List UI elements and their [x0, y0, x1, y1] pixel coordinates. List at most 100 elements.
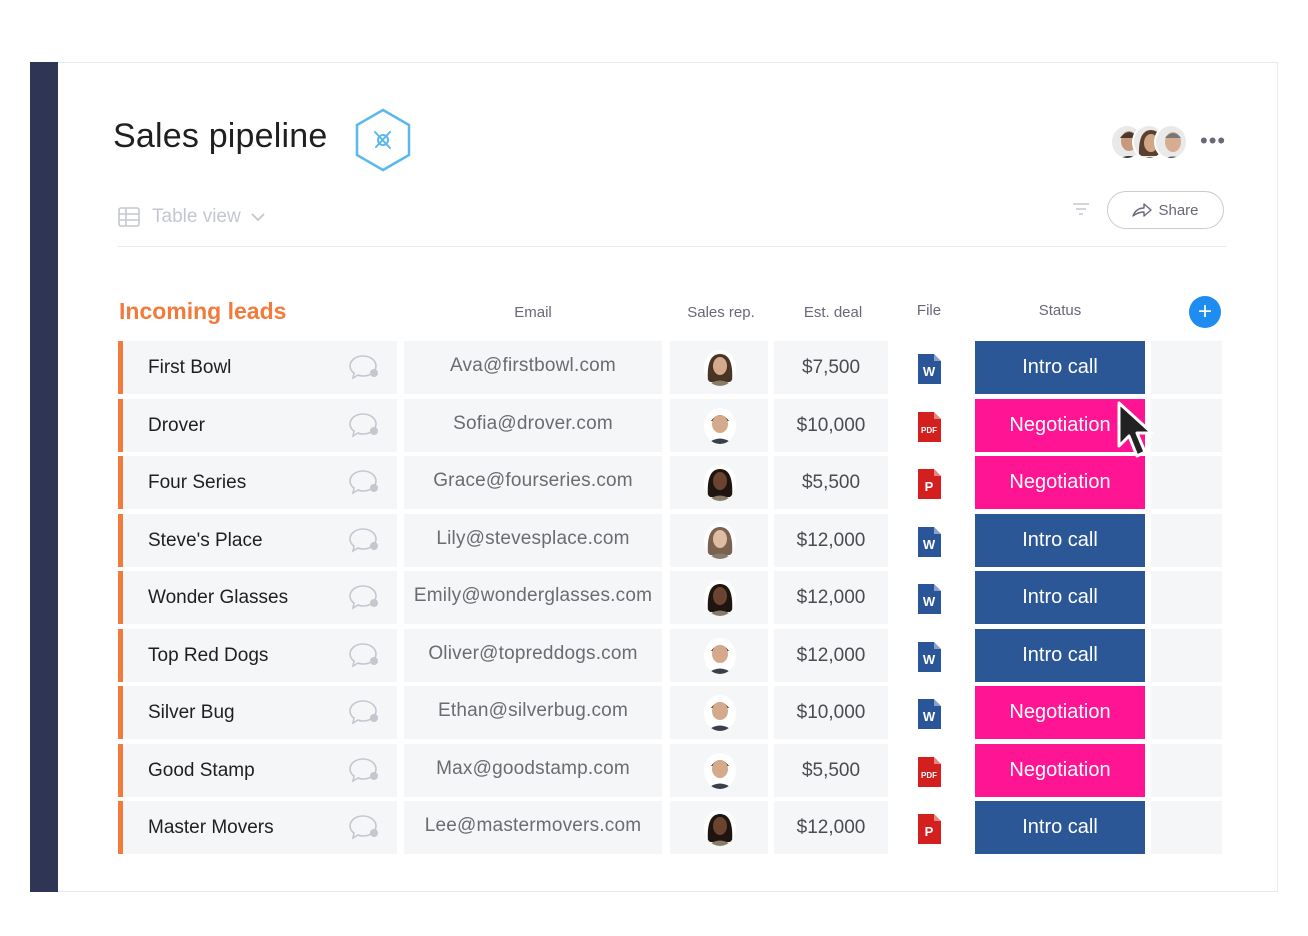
table-row[interactable]: Good Stamp Max@goodstamp.com $5,500 PDF … — [118, 743, 1222, 797]
status-label[interactable]: Negotiation — [975, 743, 1145, 797]
file-cell[interactable]: W — [889, 628, 969, 682]
est-deal-cell[interactable]: $10,000 — [774, 398, 888, 452]
file-cell[interactable]: W — [889, 571, 969, 624]
item-name[interactable]: Top Red Dogs — [148, 644, 269, 666]
word-file-icon[interactable]: W — [916, 353, 942, 390]
file-cell[interactable]: P — [889, 456, 969, 509]
sales-rep-cell[interactable] — [670, 571, 768, 624]
group-title[interactable]: Incoming leads — [119, 298, 287, 324]
item-name[interactable]: Drover — [148, 414, 206, 436]
file-cell[interactable]: W — [889, 686, 969, 739]
member-avatar[interactable] — [1154, 124, 1188, 160]
email-cell[interactable]: Ava@firstbowl.com — [404, 341, 662, 394]
sales-rep-cell[interactable] — [670, 628, 768, 682]
file-cell[interactable]: W — [889, 341, 969, 394]
email-cell[interactable]: Grace@fourseries.com — [404, 456, 662, 509]
file-cell[interactable]: W — [889, 513, 969, 567]
table-row[interactable]: Four Series Grace@fourseries.com $5,500 … — [118, 456, 1222, 509]
sales-rep-cell[interactable] — [670, 686, 768, 739]
column-header-sales-rep[interactable]: Sales rep. — [687, 304, 755, 321]
column-header-file[interactable]: File — [916, 302, 942, 319]
word-file-icon[interactable]: W — [916, 583, 942, 620]
email-cell[interactable]: Max@goodstamp.com — [404, 743, 662, 797]
table-row[interactable]: First Bowl Ava@firstbowl.com $7,500 W In… — [118, 341, 1222, 394]
email-cell[interactable]: Lily@stevesplace.com — [404, 513, 662, 567]
word-file-icon[interactable]: W — [916, 526, 942, 563]
est-deal-cell[interactable]: $5,500 — [774, 456, 888, 509]
file-cell[interactable]: PDF — [889, 398, 969, 452]
updates-bubble-icon[interactable] — [348, 468, 380, 496]
file-cell[interactable]: P — [889, 801, 969, 854]
status-label[interactable]: Negotiation — [975, 398, 1145, 452]
status-label[interactable]: Negotiation — [975, 686, 1145, 739]
table-row[interactable]: Wonder Glasses Emily@wonderglasses.com $… — [118, 571, 1222, 624]
est-deal-cell[interactable]: $12,000 — [774, 628, 888, 682]
table-row[interactable]: Drover Sofia@drover.com $10,000 PDF Nego… — [118, 398, 1222, 452]
sales-rep-cell[interactable] — [670, 341, 768, 394]
more-options-icon[interactable]: ••• — [1200, 128, 1227, 153]
status-label[interactable]: Negotiation — [975, 456, 1145, 509]
integration-hex-icon[interactable] — [354, 108, 412, 172]
est-deal-cell[interactable]: $10,000 — [774, 686, 888, 739]
word-file-icon[interactable]: W — [916, 698, 942, 735]
email-cell[interactable]: Emily@wonderglasses.com — [404, 571, 662, 624]
table-row[interactable]: Steve's Place Lily@stevesplace.com $12,0… — [118, 513, 1222, 567]
item-name-cell[interactable]: Drover — [118, 398, 397, 452]
item-name[interactable]: Good Stamp — [148, 759, 255, 781]
word-file-icon[interactable]: W — [916, 641, 942, 678]
updates-bubble-icon[interactable] — [348, 353, 380, 381]
email-cell[interactable]: Ethan@silverbug.com — [404, 686, 662, 739]
item-name-cell[interactable]: Top Red Dogs — [118, 628, 397, 682]
updates-bubble-icon[interactable] — [348, 641, 380, 669]
item-name[interactable]: Four Series — [148, 472, 247, 493]
updates-bubble-icon[interactable] — [348, 411, 380, 439]
item-name[interactable]: Steve's Place — [148, 529, 263, 551]
item-name-cell[interactable]: Wonder Glasses — [118, 571, 397, 624]
file-cell[interactable]: PDF — [889, 743, 969, 797]
item-name-cell[interactable]: First Bowl — [118, 341, 397, 394]
share-button[interactable]: Share — [1107, 191, 1224, 229]
email-cell[interactable]: Oliver@topreddogs.com — [404, 628, 662, 682]
est-deal-cell[interactable]: $12,000 — [774, 513, 888, 567]
email-cell[interactable]: Lee@mastermovers.com — [404, 801, 662, 854]
updates-bubble-icon[interactable] — [348, 756, 380, 784]
sales-rep-cell[interactable] — [670, 743, 768, 797]
status-label[interactable]: Intro call — [975, 571, 1145, 624]
item-name[interactable]: Master Movers — [148, 817, 274, 838]
status-label[interactable]: Intro call — [975, 801, 1145, 854]
item-name-cell[interactable]: Four Series — [118, 456, 397, 509]
item-name-cell[interactable]: Good Stamp — [118, 743, 397, 797]
pdf-file-icon[interactable]: P — [916, 813, 942, 850]
table-row[interactable]: Master Movers Lee@mastermovers.com $12,0… — [118, 801, 1222, 854]
item-name[interactable]: First Bowl — [148, 357, 232, 378]
item-name[interactable]: Wonder Glasses — [148, 587, 289, 608]
item-name-cell[interactable]: Master Movers — [118, 801, 397, 854]
est-deal-cell[interactable]: $12,000 — [774, 801, 888, 854]
status-label[interactable]: Intro call — [975, 341, 1145, 394]
pdf-file-icon[interactable]: P — [916, 468, 942, 505]
filter-icon[interactable] — [1072, 202, 1090, 216]
table-row[interactable]: Top Red Dogs Oliver@topreddogs.com $12,0… — [118, 628, 1222, 682]
pdf-file-icon[interactable]: PDF — [916, 411, 942, 448]
est-deal-cell[interactable]: $12,000 — [774, 571, 888, 624]
column-header-email[interactable]: Email — [514, 304, 552, 321]
sales-rep-cell[interactable] — [670, 513, 768, 567]
item-name-cell[interactable]: Silver Bug — [118, 686, 397, 739]
column-header-est-deal[interactable]: Est. deal — [803, 304, 863, 321]
status-label[interactable]: Intro call — [975, 628, 1145, 682]
table-row[interactable]: Silver Bug Ethan@silverbug.com $10,000 W… — [118, 686, 1222, 739]
updates-bubble-icon[interactable] — [348, 813, 380, 841]
table-view-selector[interactable]: Table view — [118, 204, 277, 230]
email-cell[interactable]: Sofia@drover.com — [404, 398, 662, 452]
updates-bubble-icon[interactable] — [348, 526, 380, 554]
column-header-status[interactable]: Status — [1038, 302, 1082, 319]
item-name[interactable]: Silver Bug — [148, 702, 235, 723]
item-name-cell[interactable]: Steve's Place — [118, 513, 397, 567]
sales-rep-cell[interactable] — [670, 801, 768, 854]
est-deal-cell[interactable]: $5,500 — [774, 743, 888, 797]
pdf-file-icon[interactable]: PDF — [916, 756, 942, 793]
add-column-button[interactable]: + — [1189, 296, 1221, 328]
sales-rep-cell[interactable] — [670, 398, 768, 452]
est-deal-cell[interactable]: $7,500 — [774, 341, 888, 394]
sales-rep-cell[interactable] — [670, 456, 768, 509]
